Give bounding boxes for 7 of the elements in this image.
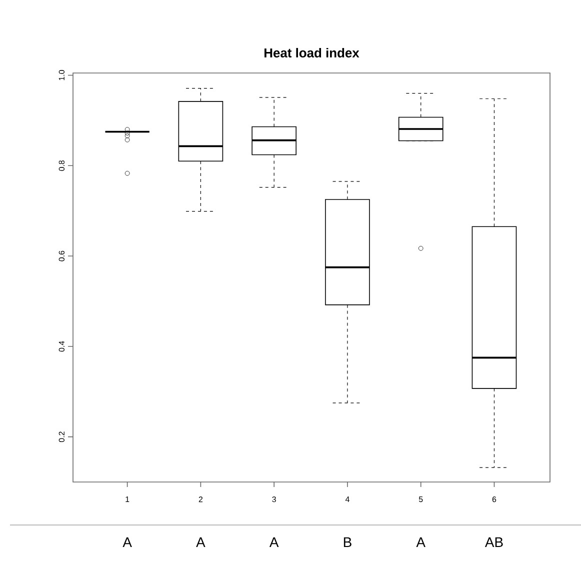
text: A	[122, 537, 132, 547]
chart-title: Heat load index	[264, 48, 360, 58]
text: AB	[484, 537, 503, 547]
text: B	[344, 537, 352, 547]
text: A	[269, 537, 279, 547]
text: A	[416, 537, 426, 547]
text: A	[196, 537, 206, 547]
